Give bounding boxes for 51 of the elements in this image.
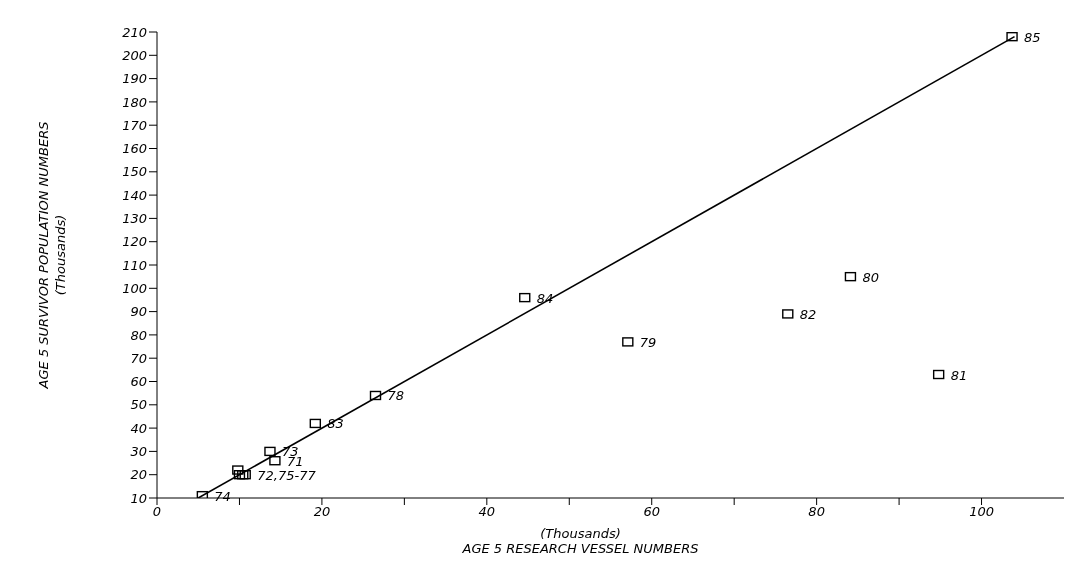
x-tick-label: 100: [969, 504, 994, 520]
y-tick-label: 150: [122, 164, 147, 180]
y-tick-label: 30: [130, 444, 147, 460]
point: [622, 337, 634, 347]
y-axis-title: AGE 5 SURVIVOR POPULATION NUMBERS (Thousands): [36, 121, 68, 390]
point: [519, 292, 531, 303]
point: [782, 309, 794, 319]
x-tick-label: 20: [313, 504, 331, 520]
point: [932, 369, 945, 380]
annotation: 80: [862, 269, 879, 285]
y-tick-label: 80: [130, 327, 147, 343]
y-tick-label: 120: [122, 234, 147, 250]
y-tick-label: 60: [130, 374, 147, 390]
annotation: 81: [950, 367, 968, 383]
y-tick-label: 200: [122, 47, 147, 63]
y-tick-label: 110: [122, 257, 147, 273]
y-tick-label: 210: [122, 24, 147, 40]
annotation: 74: [214, 488, 231, 504]
point: [269, 456, 281, 466]
y-tick-label: 20: [130, 467, 147, 483]
y-tick-label: 70: [130, 350, 147, 366]
y-tick-label: 100: [122, 280, 147, 296]
annotation: 85: [1024, 29, 1041, 45]
y-tick-label: 160: [122, 141, 147, 157]
annotation: 83: [327, 416, 344, 432]
point: [309, 418, 322, 429]
y-tick-label: 170: [122, 117, 147, 133]
annotation: 79: [639, 334, 657, 350]
y-tick-label: 10: [130, 490, 147, 506]
x-tick-label: 0: [152, 504, 162, 520]
point: [232, 465, 244, 475]
y-tick-label: 190: [122, 71, 147, 87]
x-tick-label: 40: [478, 504, 496, 520]
annotation: 82: [799, 306, 817, 322]
x-axis-title: (Thousands) AGE 5 RESEARCH VESSEL NUMBERS: [461, 526, 699, 556]
y-tick-label: 40: [130, 420, 147, 436]
point: [844, 271, 857, 282]
annotation: 72,75-77: [257, 467, 317, 483]
point: [264, 446, 276, 457]
point: [1006, 32, 1018, 42]
x-tick-label: 60: [643, 504, 660, 520]
y-tick-label: 140: [122, 187, 147, 203]
annotation: 78: [387, 388, 405, 404]
y-tick-label: 50: [130, 397, 147, 413]
y-tick-label: 130: [122, 211, 147, 227]
point: [369, 390, 382, 401]
point: [233, 470, 246, 480]
annotation: 84: [536, 290, 554, 306]
x-tick-label: 80: [808, 504, 825, 520]
y-tick-label: 180: [122, 94, 147, 110]
y-tick-label: 90: [130, 304, 147, 320]
